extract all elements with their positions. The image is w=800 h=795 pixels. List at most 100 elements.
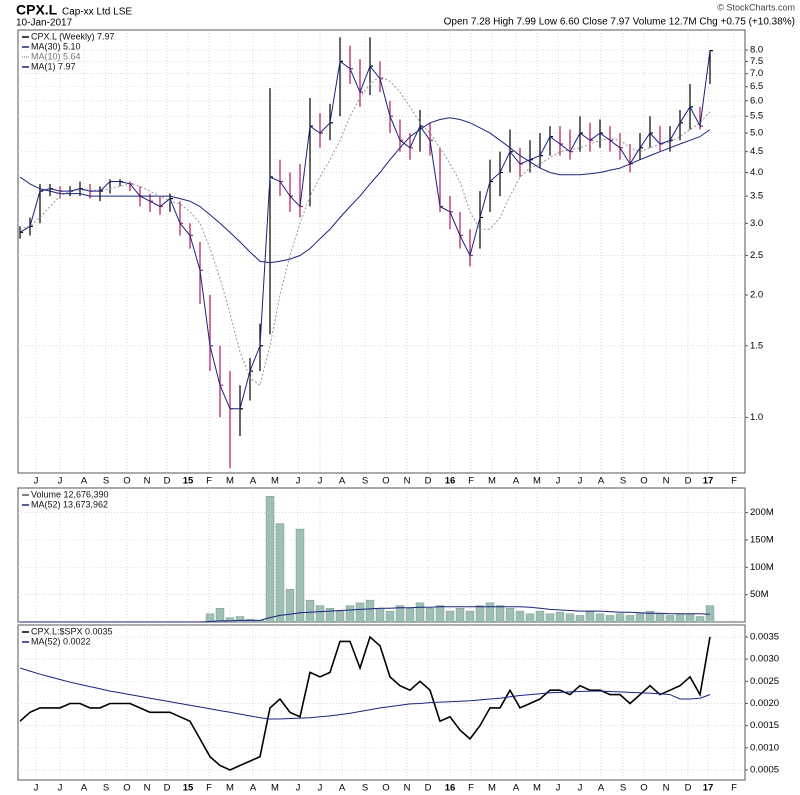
volume-bar xyxy=(395,605,405,623)
x-tick-label: J xyxy=(296,476,301,487)
y-tick-label: 50M xyxy=(750,589,769,600)
legend-label: MA(52) 13,673,962 xyxy=(31,499,108,509)
volume-bar xyxy=(565,613,575,623)
volume-bar xyxy=(465,610,475,623)
volume-bar xyxy=(415,602,425,623)
x-tick-label: A xyxy=(598,476,605,487)
x-tick-label: A xyxy=(81,476,88,487)
volume-bar xyxy=(535,610,545,623)
x-tick-label: J xyxy=(578,783,583,794)
x-tick-label: 16 xyxy=(445,783,456,794)
x-tick-label: A xyxy=(513,476,520,487)
volume-bar xyxy=(625,615,635,623)
panel xyxy=(17,29,746,474)
x-tick-label: A xyxy=(339,783,346,794)
volume-bar xyxy=(355,602,365,623)
y-tick-label: 100M xyxy=(750,562,774,573)
volume-bar xyxy=(265,496,275,623)
x-tick-label: N xyxy=(144,476,151,487)
volume-bar xyxy=(655,613,665,623)
volume-bar xyxy=(495,605,505,623)
x-tick-label: F xyxy=(206,783,212,794)
y-tick-label: 150M xyxy=(750,534,774,545)
volume-bar xyxy=(435,605,445,623)
y-tick-label: 6.5 xyxy=(750,81,763,92)
volume-bar xyxy=(575,615,585,623)
x-tick-label: O xyxy=(382,783,389,794)
volume-bar xyxy=(445,610,455,623)
volume-bar xyxy=(615,613,625,623)
legend-label: MA(1) 7.97 xyxy=(31,61,76,71)
volume-bar xyxy=(385,610,395,623)
x-tick-label: A xyxy=(250,783,257,794)
y-tick-label: 0.0025 xyxy=(750,676,779,687)
y-tick-label: 1.5 xyxy=(750,340,763,351)
volume-bar xyxy=(325,608,335,623)
x-tick-label: N xyxy=(663,783,670,794)
credit: © StockCharts.com xyxy=(717,2,795,12)
y-tick-label: 0.0010 xyxy=(750,742,779,753)
x-tick-label: F xyxy=(731,476,737,487)
x-tick-label: J xyxy=(296,783,301,794)
volume-bar xyxy=(275,523,285,623)
quote: Open 7.28 High 7.99 Low 6.60 Close 7.97 … xyxy=(444,17,795,28)
series-line xyxy=(19,75,711,387)
x-tick-label: N xyxy=(404,476,411,487)
x-tick-label: S xyxy=(103,476,109,487)
x-tick-label: O xyxy=(123,476,130,487)
legend-label: MA(30) 5.10 xyxy=(31,41,81,51)
x-tick-label: 15 xyxy=(183,476,194,487)
x-tick-label: J xyxy=(34,783,39,794)
x-tick-label: O xyxy=(382,476,389,487)
volume-bar xyxy=(335,610,345,623)
symbol: CPX.L xyxy=(16,2,58,18)
x-tick-label: M xyxy=(271,783,279,794)
volume-bar xyxy=(225,617,235,623)
volume-bar xyxy=(665,615,675,623)
series-line xyxy=(20,606,711,623)
x-tick-label: M xyxy=(226,476,234,487)
x-tick-label: S xyxy=(362,783,368,794)
series-line xyxy=(19,50,711,410)
x-tick-label: N xyxy=(663,476,670,487)
volume-bar xyxy=(595,613,605,623)
y-tick-label: 3.5 xyxy=(750,191,763,202)
volume-bar xyxy=(515,610,525,623)
volume-bar xyxy=(425,608,435,623)
y-tick-label: 3.0 xyxy=(750,218,763,229)
x-tick-label: J xyxy=(318,783,323,794)
legend-label: CPX.L (Weekly) 7.97 xyxy=(31,31,115,41)
volume-bar xyxy=(645,610,655,623)
volume-bar xyxy=(455,608,465,623)
x-tick-label: A xyxy=(81,783,88,794)
y-tick-label: 1.0 xyxy=(750,412,763,423)
x-tick-label: J xyxy=(556,783,561,794)
y-tick-label: 5.0 xyxy=(750,128,763,139)
x-tick-label: A xyxy=(339,476,346,487)
x-tick-label: D xyxy=(164,783,171,794)
x-tick-label: J xyxy=(58,783,63,794)
x-tick-label: A xyxy=(598,783,605,794)
x-tick-label: 17 xyxy=(703,783,714,794)
y-tick-label: 0.0030 xyxy=(750,654,779,665)
y-tick-label: 4.5 xyxy=(750,146,763,157)
x-tick-label: F xyxy=(468,476,474,487)
x-tick-label: O xyxy=(123,783,130,794)
volume-bar xyxy=(485,602,495,623)
x-tick-label: N xyxy=(404,783,411,794)
x-tick-label: F xyxy=(468,783,474,794)
volume-bar xyxy=(345,605,355,623)
volume-bar xyxy=(405,608,415,623)
x-tick-label: F xyxy=(206,476,212,487)
volume-bar xyxy=(635,613,645,623)
volume-bar xyxy=(215,608,225,623)
volume-bar xyxy=(295,528,305,623)
volume-bar xyxy=(685,613,695,623)
volume-bar xyxy=(305,599,315,623)
x-tick-label: 16 xyxy=(445,476,456,487)
x-tick-label: S xyxy=(620,476,626,487)
x-tick-label: D xyxy=(425,476,432,487)
y-tick-label: 4.0 xyxy=(750,167,763,178)
x-tick-label: A xyxy=(513,783,520,794)
volume-bar xyxy=(375,608,385,623)
